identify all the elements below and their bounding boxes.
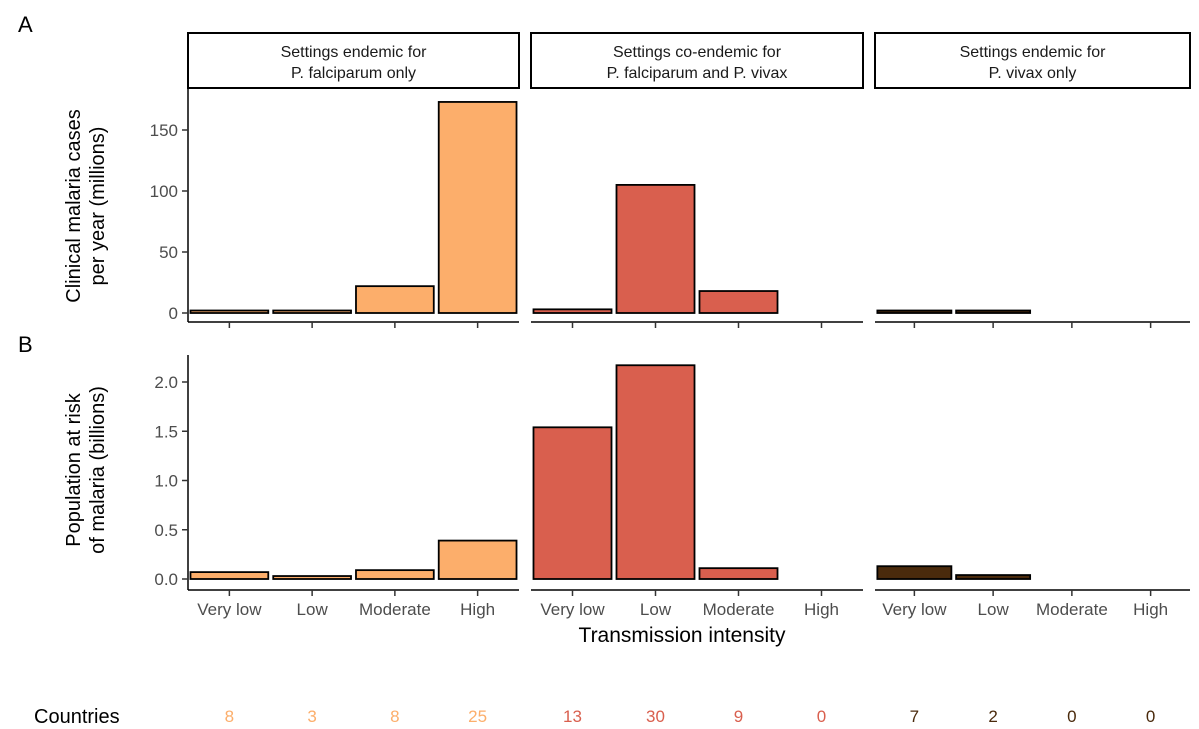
panel-b-population: 0.0 0.5 1.0 1.5 2.0 Very low Low Moderate High Ve… [154,355,1190,619]
panel-a-label: A [18,12,33,37]
x-tick-label: Low [297,600,329,619]
bar [876,309,953,314]
x-tick-label: Moderate [703,600,775,619]
facet-strip-box [530,32,864,89]
panel-a-ylabel-line1: Clinical malaria cases [63,109,85,302]
y-tick-label: 1.5 [154,422,178,441]
y-tick-label: 150 [150,121,178,140]
bar [532,308,613,314]
panel-b-label: B [18,332,33,357]
bar [955,309,1032,314]
x-tick-label: High [804,600,839,619]
country-count: 2 [988,707,997,726]
bar [615,183,696,314]
x-tick-label: High [1133,600,1168,619]
bar [272,575,352,580]
facet-strip-label: Settings endemic for [281,44,428,61]
x-tick-label: Moderate [359,600,431,619]
bar [272,309,352,314]
x-tick-label: High [460,600,495,619]
y-tick-label: 2.0 [154,373,178,392]
x-axis-title: Transmission intensity [579,624,786,647]
country-count: 9 [734,707,743,726]
x-tick-label: Very low [540,600,605,619]
country-count: 8 [225,707,234,726]
x-tick-label: Very low [197,600,262,619]
country-count: 7 [910,707,919,726]
bar [532,426,613,580]
bar [437,101,518,314]
country-count: 30 [646,707,665,726]
y-tick-label: 100 [150,182,178,201]
country-count: 25 [468,707,487,726]
bar [698,567,779,580]
panel-b-ylabel-line2: of malaria (billions) [87,386,109,554]
x-tick-label: Very low [882,600,947,619]
y-tick-label: 1.0 [154,472,178,491]
bar [355,569,435,580]
x-tick-label: Moderate [1036,600,1108,619]
y-tick-label: 0.0 [154,570,178,589]
y-tick-label: 0 [169,304,178,323]
facet-strip-box [874,32,1191,89]
x-tick-label: Low [640,600,672,619]
facet-strip-box [187,32,520,89]
country-count: 0 [1146,707,1155,726]
countries-label: Countries [34,706,120,728]
bar [955,574,1032,580]
country-count: 13 [563,707,582,726]
facet-strip-label: Settings endemic for [960,44,1107,61]
country-count: 3 [307,707,316,726]
country-count: 8 [390,707,399,726]
y-tick-label: 50 [159,243,178,262]
y-tick-label: 0.5 [154,521,178,540]
facet-strip-label: P. falciparum and P. vivax [607,65,788,82]
bar [189,571,270,580]
countries-row: 8 3 8 25 13 30 9 0 7 2 0 0 [225,707,1156,726]
bar [355,285,435,314]
bar [615,364,696,580]
panel-b-ylabel-line1: Population at risk [63,392,85,546]
country-count: 0 [1067,707,1076,726]
bar [189,309,270,314]
panel-a-ylabel-line2: per year (millions) [87,127,109,286]
facet-strip-label: P. vivax only [989,65,1077,82]
country-count: 0 [817,707,826,726]
x-tick-label: Low [978,600,1010,619]
facet-strips: Settings endemic for P. falciparum only Se… [187,32,1191,89]
bar [698,290,779,314]
facet-strip-label: P. falciparum only [291,65,416,82]
panel-a-cases: 0 50 100 150 [150,88,1190,328]
facet-strip-label: Settings co-endemic for [613,44,782,61]
bar [437,539,518,580]
bar [876,565,953,580]
